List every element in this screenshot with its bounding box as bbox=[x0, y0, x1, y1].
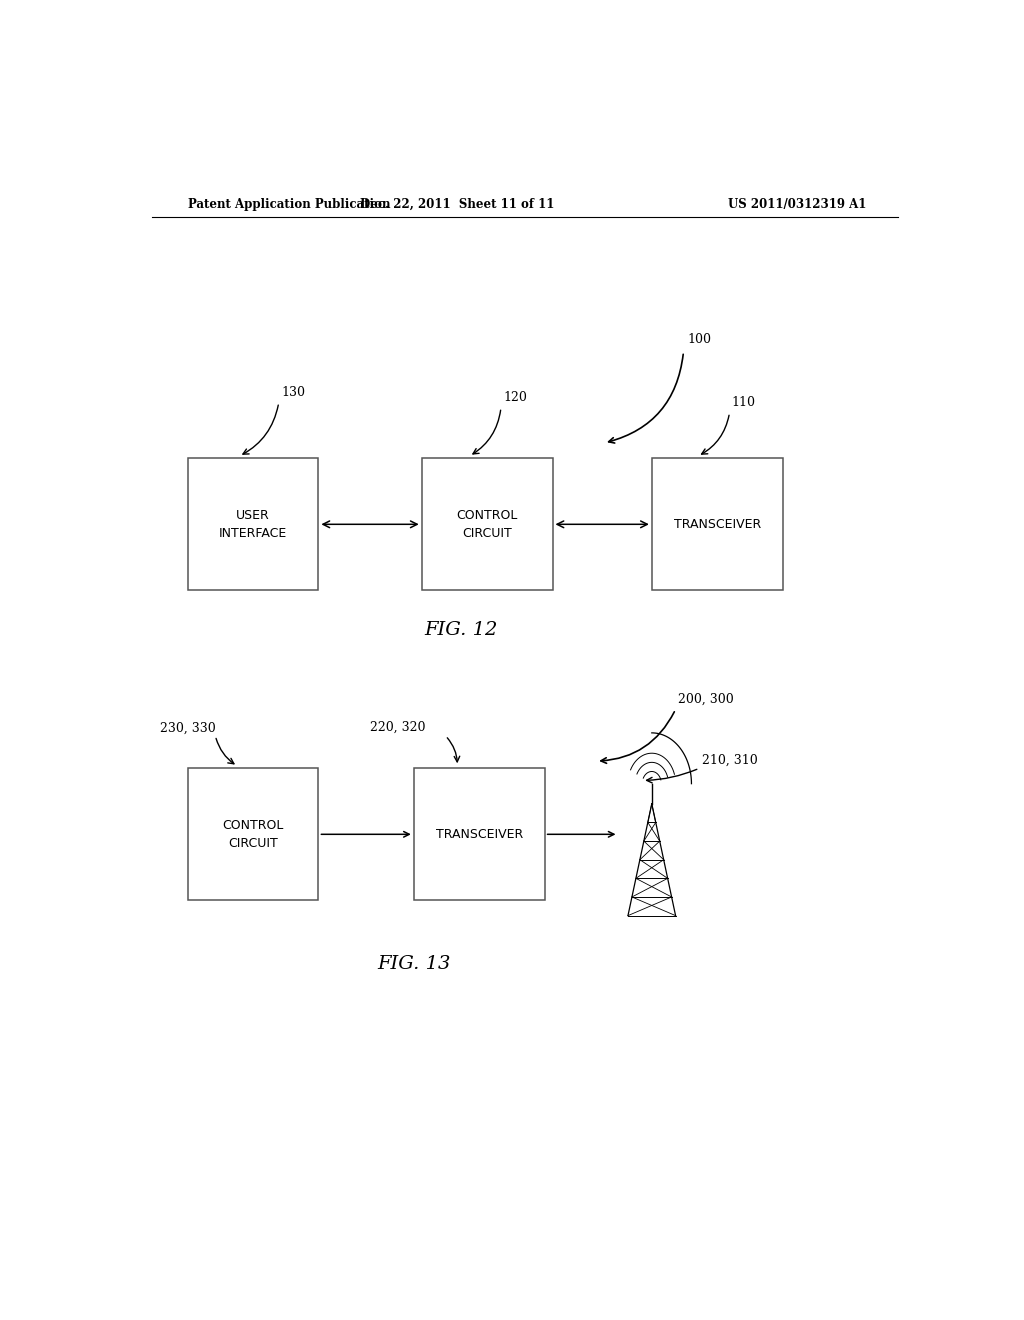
Text: 220, 320: 220, 320 bbox=[370, 721, 426, 734]
FancyBboxPatch shape bbox=[652, 458, 782, 590]
Text: 130: 130 bbox=[282, 387, 305, 399]
Text: USER
INTERFACE: USER INTERFACE bbox=[219, 508, 287, 540]
Text: 110: 110 bbox=[732, 396, 756, 409]
Text: 120: 120 bbox=[504, 391, 527, 404]
FancyBboxPatch shape bbox=[187, 458, 318, 590]
FancyBboxPatch shape bbox=[414, 768, 545, 900]
Text: US 2011/0312319 A1: US 2011/0312319 A1 bbox=[728, 198, 866, 211]
Text: 210, 310: 210, 310 bbox=[701, 754, 758, 767]
Text: CONTROL
CIRCUIT: CONTROL CIRCUIT bbox=[222, 818, 284, 850]
Text: FIG. 13: FIG. 13 bbox=[377, 956, 451, 973]
Text: 200, 300: 200, 300 bbox=[678, 693, 734, 706]
Text: 100: 100 bbox=[687, 334, 712, 346]
Text: TRANSCEIVER: TRANSCEIVER bbox=[435, 828, 523, 841]
Text: CONTROL
CIRCUIT: CONTROL CIRCUIT bbox=[457, 508, 518, 540]
Text: 230, 330: 230, 330 bbox=[160, 722, 215, 735]
FancyBboxPatch shape bbox=[187, 768, 318, 900]
Text: Dec. 22, 2011  Sheet 11 of 11: Dec. 22, 2011 Sheet 11 of 11 bbox=[360, 198, 555, 211]
Text: Patent Application Publication: Patent Application Publication bbox=[187, 198, 390, 211]
FancyBboxPatch shape bbox=[422, 458, 553, 590]
Text: TRANSCEIVER: TRANSCEIVER bbox=[674, 517, 761, 531]
Text: FIG. 12: FIG. 12 bbox=[425, 620, 498, 639]
